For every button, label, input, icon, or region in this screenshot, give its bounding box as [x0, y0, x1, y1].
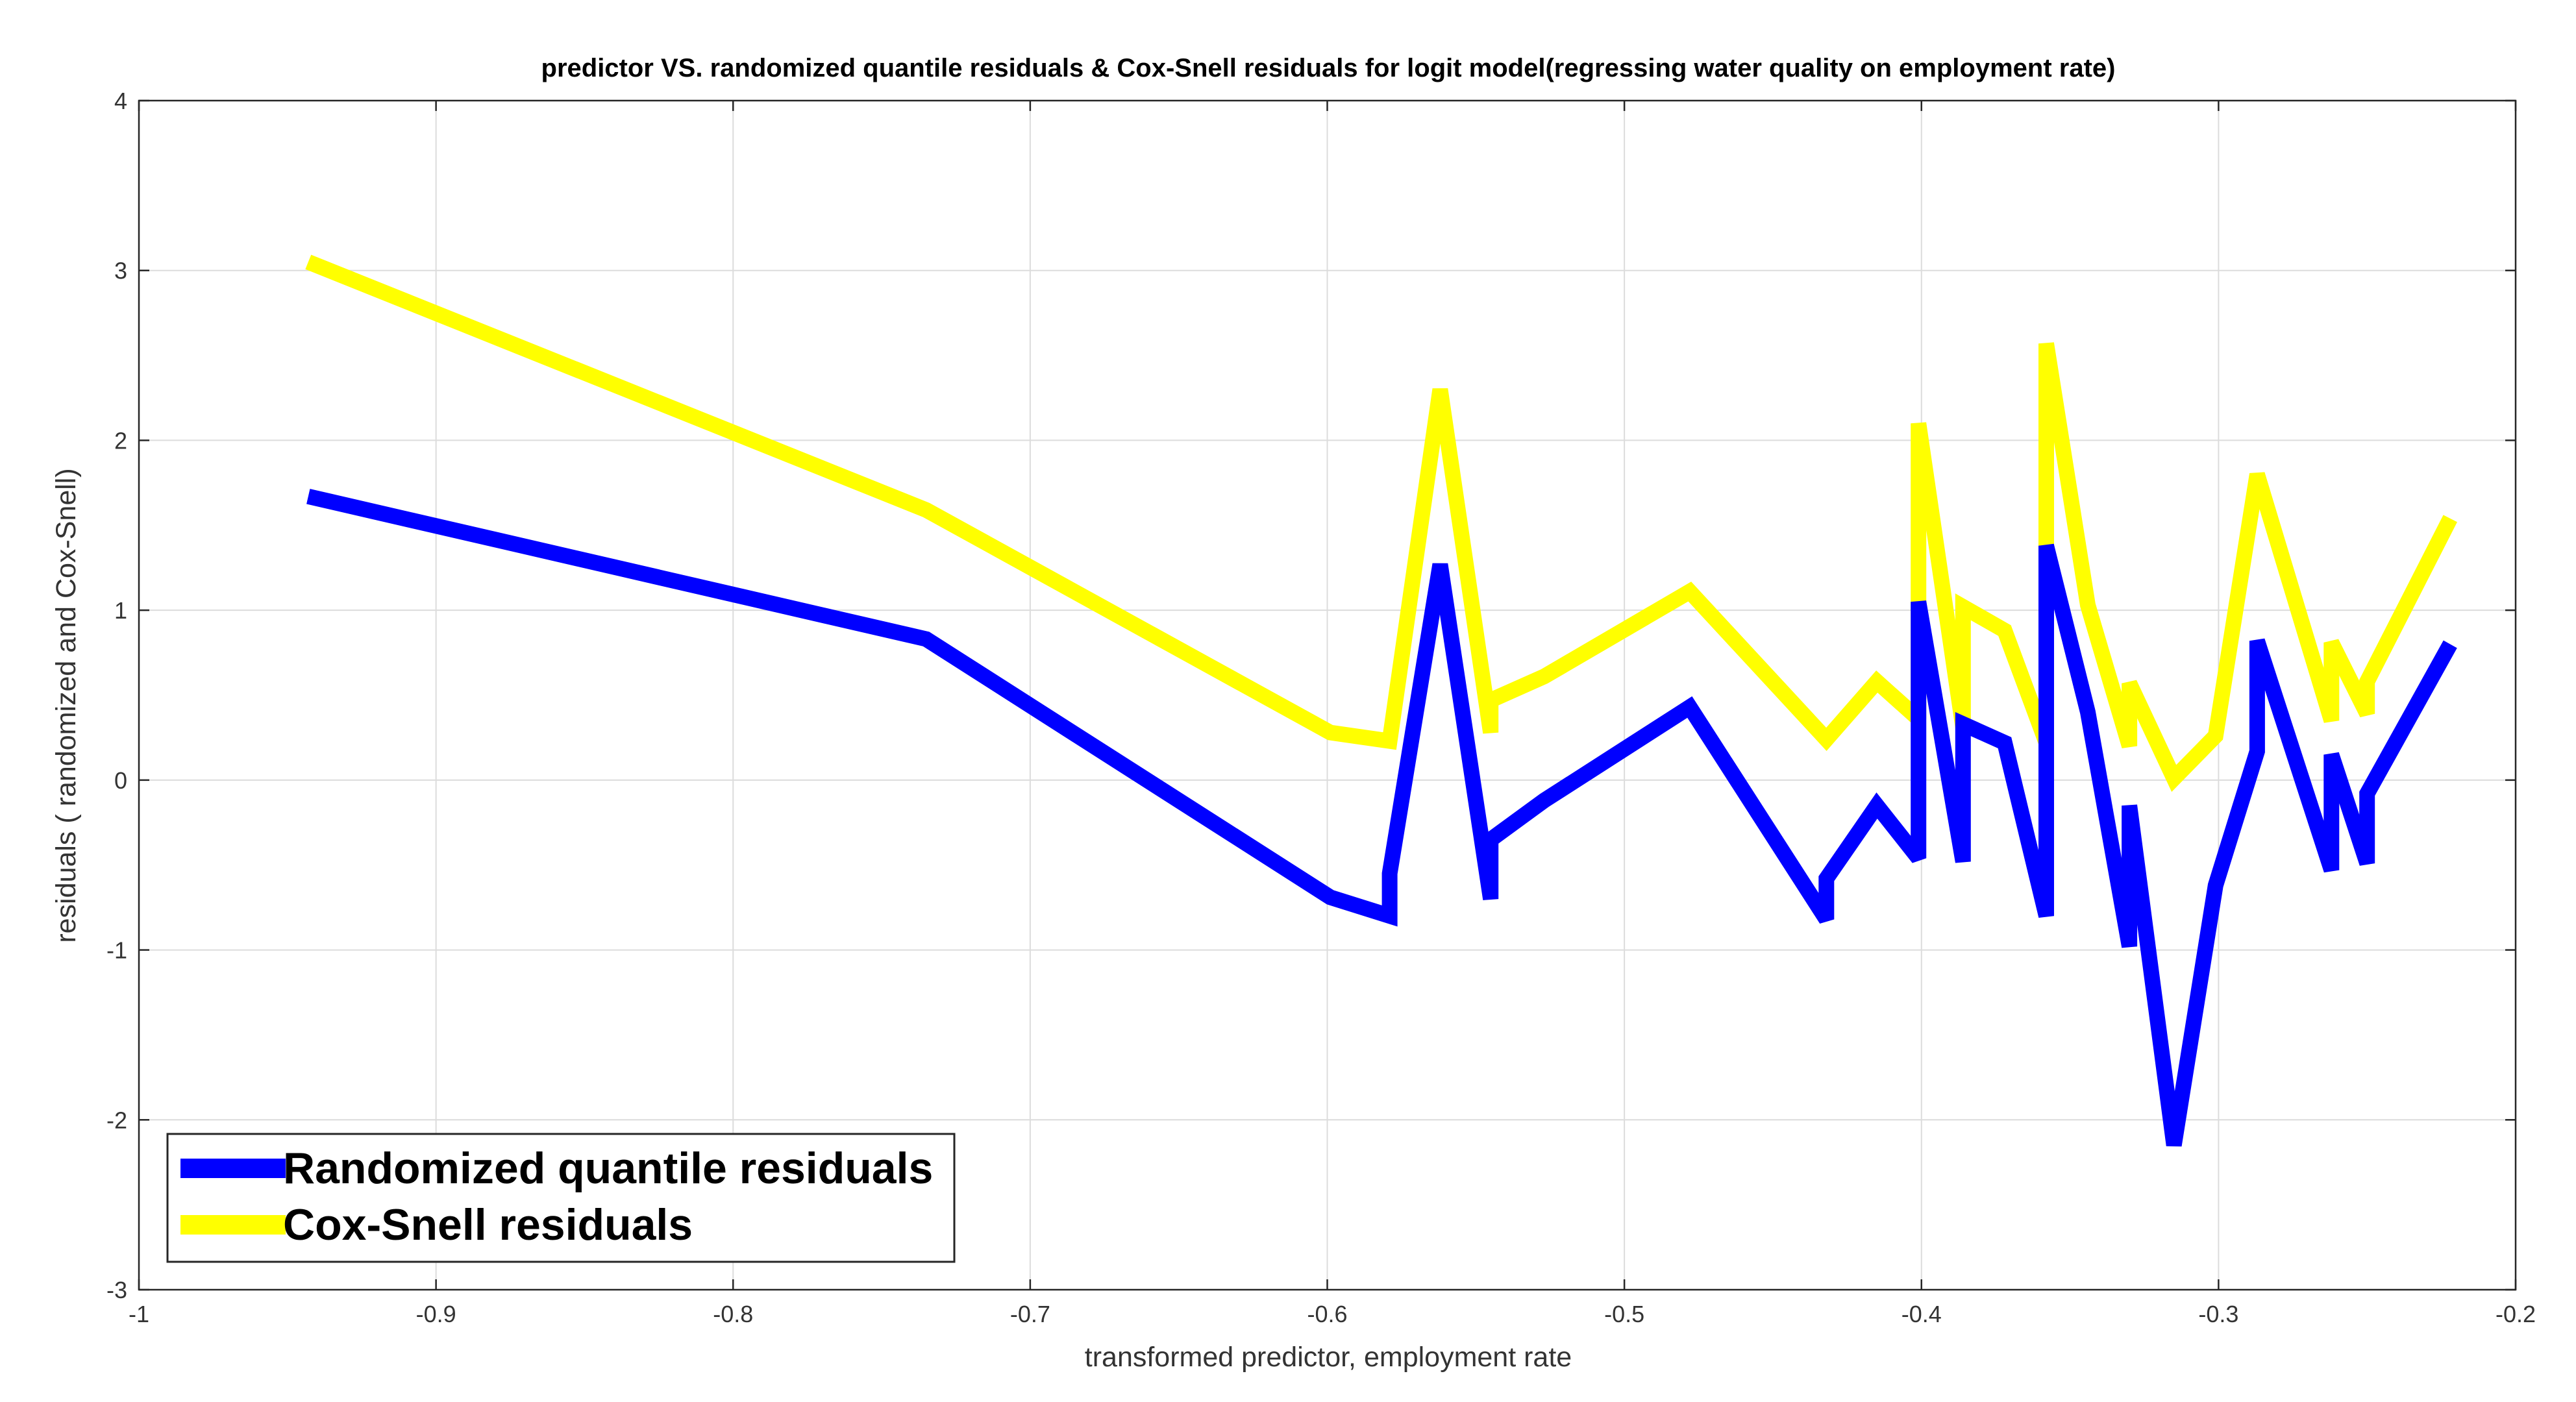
x-tick-label: -0.9 [416, 1301, 456, 1327]
series-line-randomized-quantile [306, 489, 2457, 1147]
legend-box [166, 1133, 956, 1263]
legend-label-randomized: Randomized quantile residuals [283, 1144, 933, 1193]
y-tick-label: 3 [114, 258, 127, 284]
x-tick-label: -0.7 [1010, 1301, 1050, 1327]
x-tick-label: -1 [129, 1301, 149, 1327]
y-axis-label: residuals ( randomized and Cox-Snell) [51, 468, 82, 942]
x-tick-label: -0.3 [2198, 1301, 2238, 1327]
y-tick-label: 2 [114, 427, 127, 454]
y-tick-label: 0 [114, 767, 127, 794]
x-axis-label: transformed predictor, employment rate [1085, 1342, 1572, 1373]
y-tick-label: 4 [114, 88, 127, 114]
x-tick-label: -0.2 [2496, 1301, 2536, 1327]
chart-title: predictor VS. randomized quantile residu… [541, 54, 2116, 82]
series-line-cox-snell [305, 254, 2457, 792]
axis-ticks: -1 -0.9 -0.8 -0.7 -0.6 -0.5 -0.4 -0.3 -0.2 -3 -2 -1… [106, 88, 2536, 1327]
legend: Randomized quantile residuals Cox-Snell … [166, 1133, 956, 1263]
x-tick-label: -0.4 [1901, 1301, 1942, 1327]
y-tick-label: 1 [114, 597, 127, 624]
series-lines [305, 254, 2457, 1147]
y-tick-label: -1 [106, 937, 127, 964]
x-tick-label: -0.8 [713, 1301, 753, 1327]
legend-label-cox-snell: Cox-Snell residuals [283, 1200, 693, 1249]
y-tick-label: -2 [106, 1107, 127, 1133]
y-tick-label: -3 [106, 1277, 127, 1303]
x-tick-label: -0.5 [1604, 1301, 1644, 1327]
x-tick-label: -0.6 [1307, 1301, 1347, 1327]
